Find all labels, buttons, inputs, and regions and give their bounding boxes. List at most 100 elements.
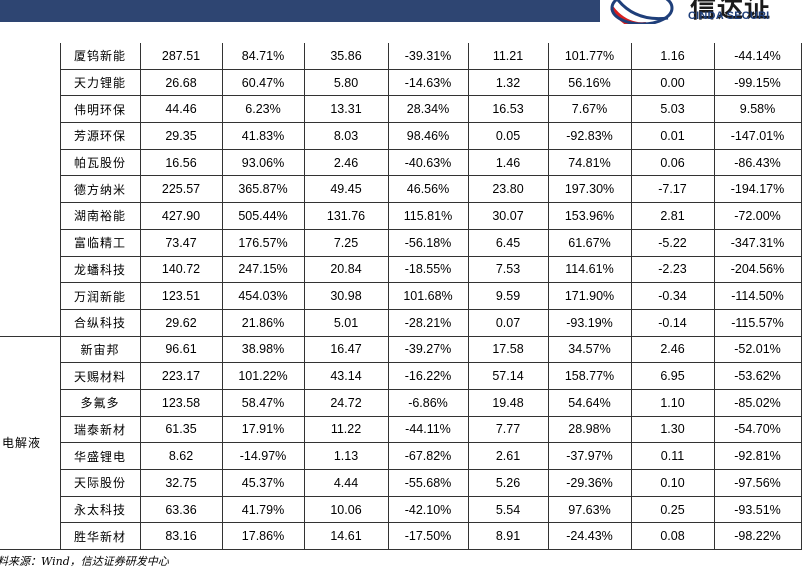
value-cell: 9.58% bbox=[713, 95, 802, 124]
value-cell: 8.62 bbox=[139, 442, 223, 470]
value-cell: -40.63% bbox=[387, 148, 469, 177]
company-name-cell: 胜华新材 bbox=[59, 522, 141, 551]
value-cell: 19.48 bbox=[467, 388, 549, 417]
value-cell: 0.05 bbox=[467, 122, 549, 150]
table-row: 芳源环保 29.35 41.83% 8.03 98.46% 0.05 -92.83% 0.01… bbox=[0, 122, 802, 150]
value-cell: -204.56% bbox=[713, 255, 802, 284]
table-row: 华盛锂电 8.62 -14.97% 1.13 -67.82% 2.61 -37.97% 0.1… bbox=[0, 442, 802, 470]
value-cell: -39.31% bbox=[387, 43, 469, 70]
value-cell: 8.91 bbox=[467, 522, 549, 551]
value-cell: -55.68% bbox=[387, 469, 469, 497]
value-cell: 454.03% bbox=[221, 282, 305, 310]
value-cell: 24.72 bbox=[303, 388, 389, 417]
value-cell: -86.43% bbox=[713, 148, 802, 177]
value-cell: -98.22% bbox=[713, 522, 802, 551]
value-cell: 505.44% bbox=[221, 202, 305, 230]
value-cell: 101.22% bbox=[221, 362, 305, 390]
value-cell: 98.46% bbox=[387, 122, 469, 150]
value-cell: 101.68% bbox=[387, 282, 469, 310]
value-cell: 0.06 bbox=[630, 148, 715, 177]
value-cell: 5.54 bbox=[467, 495, 549, 524]
value-cell: 158.77% bbox=[547, 362, 632, 390]
value-cell: 20.84 bbox=[303, 255, 389, 284]
value-cell: 93.06% bbox=[221, 148, 305, 177]
value-cell: 14.61 bbox=[303, 522, 389, 551]
value-cell: -29.36% bbox=[547, 469, 632, 497]
company-name-cell: 富临精工 bbox=[59, 228, 141, 257]
value-cell: -99.15% bbox=[713, 68, 802, 97]
value-cell: 61.35 bbox=[139, 415, 223, 444]
value-cell: -16.22% bbox=[387, 362, 469, 390]
value-cell: -14.97% bbox=[221, 442, 305, 470]
value-cell: 57.14 bbox=[467, 362, 549, 390]
value-cell: 96.61 bbox=[139, 335, 223, 364]
value-cell: 38.98% bbox=[221, 335, 305, 364]
value-cell: 9.59 bbox=[467, 282, 549, 310]
value-cell: 0.08 bbox=[630, 522, 715, 551]
value-cell: 8.03 bbox=[303, 122, 389, 150]
value-cell: -7.17 bbox=[630, 175, 715, 204]
value-cell: 1.16 bbox=[630, 43, 715, 70]
value-cell: 123.51 bbox=[139, 282, 223, 310]
header-band bbox=[0, 0, 600, 22]
value-cell: -24.43% bbox=[547, 522, 632, 551]
logo-chinese-text: 信达证 bbox=[690, 0, 772, 24]
table-row: 胜华新材 83.16 17.86% 14.61 -17.50% 8.91 -24.43% 0.… bbox=[0, 522, 802, 551]
value-cell: 5.03 bbox=[630, 95, 715, 124]
value-cell: -93.19% bbox=[547, 308, 632, 337]
table-row: 富临精工 73.47 176.57% 7.25 -56.18% 6.45 61.67% -5.… bbox=[0, 228, 802, 257]
value-cell: 0.07 bbox=[467, 308, 549, 337]
table-row: 瑞泰新材 61.35 17.91% 11.22 -44.11% 7.77 28.98% 1.3… bbox=[0, 415, 802, 444]
value-cell: 54.64% bbox=[547, 388, 632, 417]
table-row: 德方纳米 225.57 365.87% 49.45 46.56% 23.80 197.30%… bbox=[0, 175, 802, 204]
value-cell: 17.91% bbox=[221, 415, 305, 444]
value-cell: 7.67% bbox=[547, 95, 632, 124]
value-cell: 21.86% bbox=[221, 308, 305, 337]
value-cell: 6.95 bbox=[630, 362, 715, 390]
value-cell: -2.23 bbox=[630, 255, 715, 284]
value-cell: 140.72 bbox=[139, 255, 223, 284]
value-cell: 56.16% bbox=[547, 68, 632, 97]
logo-english-text: CINDA SECURI bbox=[688, 10, 770, 22]
value-cell: 34.57% bbox=[547, 335, 632, 364]
value-cell: 35.86 bbox=[303, 43, 389, 70]
value-cell: -85.02% bbox=[713, 388, 802, 417]
table-row: 伟明环保 44.46 6.23% 13.31 28.34% 16.53 7.67% 5.03 9… bbox=[0, 95, 802, 124]
value-cell: 223.17 bbox=[139, 362, 223, 390]
value-cell: 41.79% bbox=[221, 495, 305, 524]
value-cell: 46.56% bbox=[387, 175, 469, 204]
company-name-cell: 合纵科技 bbox=[59, 308, 141, 337]
value-cell: 287.51 bbox=[139, 43, 223, 70]
value-cell: 10.06 bbox=[303, 495, 389, 524]
table-row: 万润新能 123.51 454.03% 30.98 101.68% 9.59 171.90%… bbox=[0, 282, 802, 310]
company-name-cell: 龙蟠科技 bbox=[59, 255, 141, 284]
value-cell: 1.13 bbox=[303, 442, 389, 470]
value-cell: 17.86% bbox=[221, 522, 305, 551]
value-cell: 123.58 bbox=[139, 388, 223, 417]
company-name-cell: 天力锂能 bbox=[59, 68, 141, 97]
table-row: 帕瓦股份 16.56 93.06% 2.46 -40.63% 1.46 74.81% 0.06… bbox=[0, 148, 802, 177]
value-cell: -5.22 bbox=[630, 228, 715, 257]
value-cell: -93.51% bbox=[713, 495, 802, 524]
value-cell: 49.45 bbox=[303, 175, 389, 204]
value-cell: -97.56% bbox=[713, 469, 802, 497]
value-cell: 1.10 bbox=[630, 388, 715, 417]
value-cell: -18.55% bbox=[387, 255, 469, 284]
value-cell: 11.21 bbox=[467, 43, 549, 70]
table-section-electrolyte: 电解液 新宙邦 96.61 38.98% 16.47 -39.27% 17.58 34.57%… bbox=[0, 335, 802, 551]
value-cell: 45.37% bbox=[221, 469, 305, 497]
value-cell: 61.67% bbox=[547, 228, 632, 257]
value-cell: 83.16 bbox=[139, 522, 223, 551]
value-cell: -44.11% bbox=[387, 415, 469, 444]
value-cell: 26.68 bbox=[139, 68, 223, 97]
value-cell: 197.30% bbox=[547, 175, 632, 204]
table-row: 厦钨新能 287.51 84.71% 35.86 -39.31% 11.21 101.77%… bbox=[0, 43, 802, 337]
value-cell: -92.83% bbox=[547, 122, 632, 150]
value-cell: 1.32 bbox=[467, 68, 549, 97]
company-name-cell: 帕瓦股份 bbox=[59, 148, 141, 177]
value-cell: -115.57% bbox=[713, 308, 802, 337]
value-cell: 171.90% bbox=[547, 282, 632, 310]
value-cell: -56.18% bbox=[387, 228, 469, 257]
value-cell: -28.21% bbox=[387, 308, 469, 337]
value-cell: 225.57 bbox=[139, 175, 223, 204]
